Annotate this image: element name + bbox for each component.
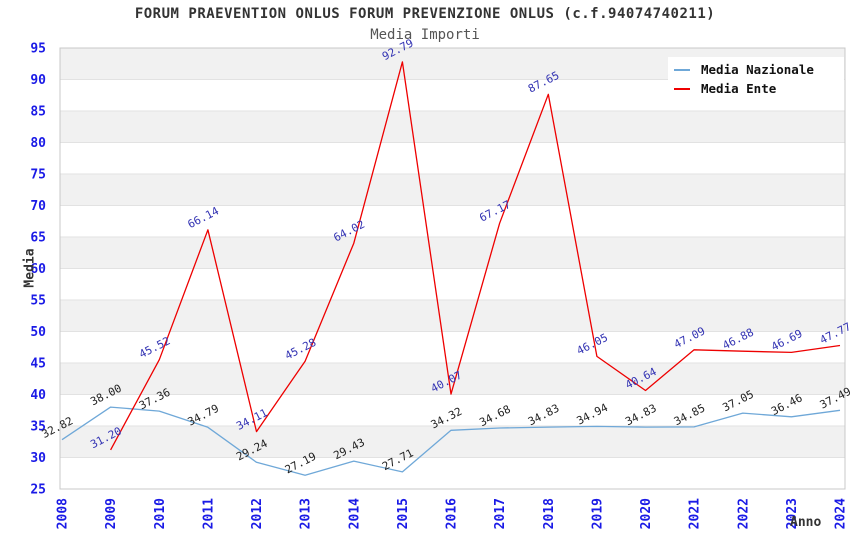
data-point-label: 34.68 bbox=[477, 403, 512, 430]
legend-label: Media Ente bbox=[701, 81, 777, 96]
x-tick-label: 2024 bbox=[834, 498, 849, 529]
y-tick-label: 45 bbox=[30, 357, 46, 372]
media-nazionale-line-swatch-icon bbox=[674, 68, 690, 71]
data-point-label: 34.94 bbox=[575, 401, 611, 428]
x-tick-label: 2022 bbox=[736, 498, 751, 529]
x-tick-label: 2012 bbox=[250, 498, 265, 529]
x-tick-label: 2013 bbox=[299, 498, 314, 529]
horizontal-band bbox=[60, 174, 845, 206]
horizontal-band bbox=[60, 111, 845, 143]
data-point-label: 34.83 bbox=[623, 402, 658, 429]
legend-item-media-ente: Media Ente bbox=[674, 79, 844, 98]
y-tick-label: 65 bbox=[30, 231, 46, 246]
y-tick-label: 50 bbox=[30, 325, 46, 340]
data-point-label: 34.79 bbox=[186, 402, 221, 429]
data-point-label: 36.46 bbox=[769, 391, 804, 418]
y-tick-label: 35 bbox=[30, 420, 46, 435]
y-tick-label: 25 bbox=[30, 483, 46, 498]
data-point-label: 45.52 bbox=[137, 334, 172, 361]
chart-title: FORUM PRAEVENTION ONLUS FORUM PREVENZION… bbox=[134, 6, 716, 22]
series-line-media-nazionale bbox=[61, 406, 841, 476]
plot-border bbox=[59, 47, 846, 490]
x-axis-title: Anno bbox=[790, 515, 822, 530]
x-tick-label: 2014 bbox=[347, 498, 362, 529]
x-tick-label: 2020 bbox=[639, 498, 654, 529]
x-tick-label: 2023 bbox=[785, 498, 800, 529]
y-tick-label: 90 bbox=[30, 73, 46, 88]
x-tick-label: 2009 bbox=[104, 498, 119, 529]
x-tick-label: 2016 bbox=[445, 498, 460, 529]
y-axis-title: Media bbox=[22, 248, 38, 288]
horizontal-band bbox=[60, 237, 845, 269]
x-tick-label: 2010 bbox=[153, 498, 168, 529]
x-tick-label: 2011 bbox=[201, 498, 216, 529]
chart-legend: Media Nazionale Media Ente bbox=[668, 57, 844, 101]
horizontal-band bbox=[60, 300, 845, 332]
x-tick-label: 2021 bbox=[688, 498, 703, 529]
data-point-label: 45.28 bbox=[283, 336, 318, 363]
series-line-media-ente bbox=[110, 61, 841, 451]
y-tick-label: 80 bbox=[30, 136, 46, 151]
data-point-label: 66.14 bbox=[186, 204, 222, 231]
y-tick-label: 40 bbox=[30, 388, 46, 403]
y-tick-label: 95 bbox=[30, 42, 46, 57]
legend-item-media-nazionale: Media Nazionale bbox=[674, 60, 844, 79]
horizontal-band bbox=[60, 426, 845, 458]
data-point-label: 34.83 bbox=[526, 402, 561, 429]
x-tick-label: 2018 bbox=[542, 498, 557, 529]
y-tick-label: 85 bbox=[30, 105, 46, 120]
x-tick-label: 2019 bbox=[590, 498, 605, 529]
y-tick-label: 60 bbox=[30, 262, 46, 277]
x-tick-label: 2017 bbox=[493, 498, 508, 529]
y-tick-label: 70 bbox=[30, 199, 46, 214]
y-tick-label: 30 bbox=[30, 451, 46, 466]
chart-subtitle: Media Importi bbox=[370, 27, 480, 43]
legend-label: Media Nazionale bbox=[701, 62, 814, 77]
x-tick-label: 2015 bbox=[396, 498, 411, 529]
x-tick-label: 2008 bbox=[56, 498, 71, 529]
media-ente-line-swatch-icon bbox=[674, 87, 690, 90]
y-tick-label: 55 bbox=[30, 294, 46, 309]
y-tick-label: 75 bbox=[30, 168, 46, 183]
